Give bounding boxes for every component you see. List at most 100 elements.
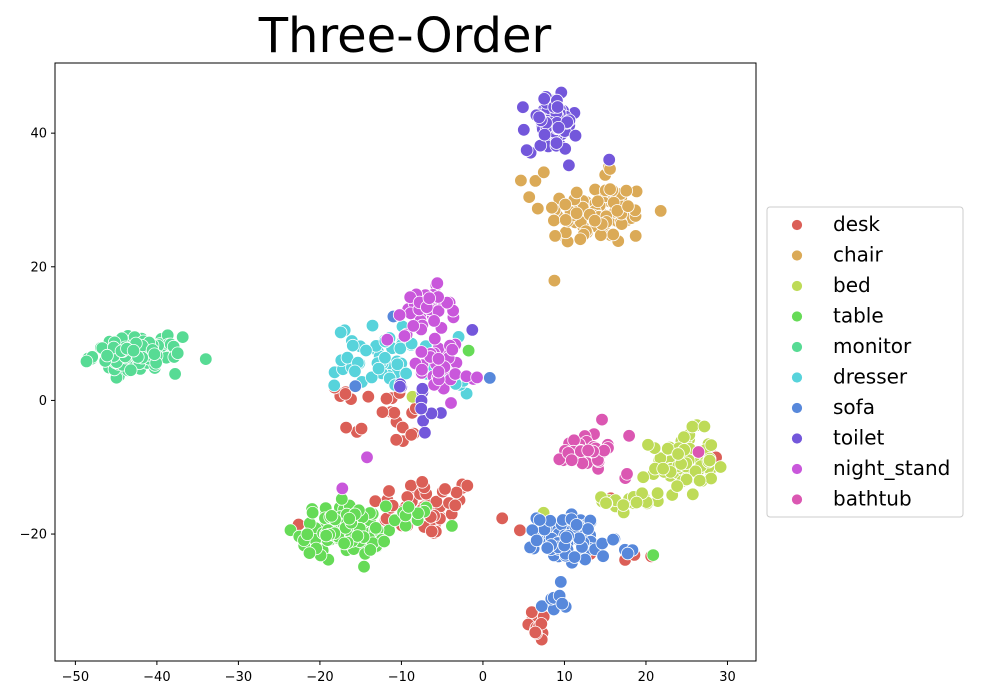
point-sofa bbox=[567, 550, 582, 564]
point-chair bbox=[547, 273, 562, 288]
point-dresser bbox=[334, 325, 348, 340]
point-dresser bbox=[359, 343, 373, 358]
point-bed bbox=[629, 495, 644, 510]
point-table bbox=[357, 560, 371, 574]
point-chair bbox=[559, 213, 573, 227]
point-toilet bbox=[551, 120, 566, 135]
legend-marker-toilet bbox=[791, 432, 803, 445]
point-bed bbox=[670, 479, 684, 493]
point-chair bbox=[591, 194, 605, 209]
legend-label-bathtub: bathtub bbox=[833, 487, 912, 511]
point-sofa bbox=[559, 530, 573, 545]
x-tick-label: −40 bbox=[143, 670, 170, 685]
x-tick-label: −50 bbox=[62, 670, 89, 685]
point-toilet bbox=[418, 426, 432, 440]
point-toilet bbox=[415, 382, 430, 396]
point-bed bbox=[679, 472, 694, 487]
point-table bbox=[319, 528, 333, 543]
point-chair bbox=[558, 197, 573, 212]
point-sofa bbox=[569, 518, 584, 532]
point-table bbox=[302, 546, 317, 560]
point-night_stand bbox=[360, 450, 374, 465]
legend-marker-sofa bbox=[791, 402, 803, 414]
point-bed bbox=[650, 486, 665, 500]
point-monitor bbox=[168, 367, 182, 381]
point-desk bbox=[379, 392, 394, 406]
point-night_stand bbox=[444, 396, 458, 410]
x-tick-label: 10 bbox=[556, 670, 573, 685]
point-desk bbox=[460, 479, 475, 493]
point-bed bbox=[685, 419, 700, 434]
point-chair bbox=[594, 228, 608, 242]
point-toilet bbox=[602, 152, 616, 167]
point-toilet bbox=[568, 128, 583, 143]
point-dresser bbox=[378, 351, 392, 365]
point-bed bbox=[704, 471, 718, 486]
point-bathtub bbox=[620, 467, 634, 481]
point-desk bbox=[415, 475, 429, 489]
point-toilet bbox=[517, 123, 531, 137]
y-tick-label: −20 bbox=[20, 528, 47, 543]
legend-marker-monitor bbox=[791, 341, 803, 353]
legend-marker-bed bbox=[791, 280, 803, 292]
point-desk bbox=[429, 494, 444, 509]
point-monitor bbox=[170, 346, 185, 360]
legend-marker-bathtub bbox=[791, 493, 803, 506]
point-table bbox=[350, 529, 365, 543]
point-desk bbox=[438, 482, 452, 496]
point-sofa bbox=[572, 531, 586, 546]
point-desk bbox=[389, 433, 403, 447]
point-bathtub bbox=[581, 443, 595, 458]
x-tick-label: 0 bbox=[479, 670, 487, 685]
point-desk bbox=[375, 405, 390, 419]
legend-label-sofa: sofa bbox=[833, 395, 875, 419]
point-night_stand bbox=[431, 352, 446, 366]
legend-label-toilet: toilet bbox=[833, 426, 884, 450]
point-bed bbox=[671, 447, 685, 461]
point-night_stand bbox=[428, 332, 442, 346]
point-dresser bbox=[365, 370, 379, 385]
point-bathtub bbox=[622, 429, 636, 443]
point-bed bbox=[693, 473, 707, 488]
point-night_stand bbox=[448, 367, 462, 381]
axes: −50 −40 −30 −20 −10 0 10 20 30 −20 0 20 40 bbox=[20, 127, 736, 685]
y-tick-label: 40 bbox=[30, 127, 47, 142]
point-toilet bbox=[516, 100, 530, 114]
point-bed bbox=[636, 470, 650, 484]
legend-label-chair: chair bbox=[833, 243, 883, 267]
point-bed bbox=[656, 462, 670, 476]
point-sofa bbox=[348, 379, 363, 393]
point-night_stand bbox=[414, 345, 429, 359]
point-table bbox=[337, 536, 351, 551]
point-sofa bbox=[554, 575, 568, 589]
point-monitor bbox=[79, 354, 94, 369]
point-night_stand bbox=[406, 319, 421, 333]
point-bed bbox=[704, 438, 718, 452]
point-monitor bbox=[100, 348, 114, 363]
point-toilet bbox=[562, 158, 576, 173]
scatter-points bbox=[79, 85, 728, 647]
point-desk bbox=[382, 484, 396, 498]
point-dresser bbox=[327, 378, 341, 393]
point-desk bbox=[404, 428, 419, 442]
point-dresser bbox=[348, 364, 362, 379]
point-night_stand bbox=[422, 291, 437, 305]
point-monitor bbox=[147, 347, 162, 361]
legend-label-desk: desk bbox=[833, 212, 880, 236]
x-tick-label: 30 bbox=[719, 670, 736, 685]
legend-marker-night_stand bbox=[791, 463, 803, 475]
point-chair bbox=[522, 190, 536, 204]
point-sofa bbox=[596, 549, 610, 563]
legend-label-bed: bed bbox=[833, 273, 871, 297]
legend: desk chair bed table monitor dresser sofa toile… bbox=[766, 206, 964, 518]
point-table bbox=[461, 343, 476, 358]
point-bed bbox=[641, 438, 655, 452]
point-desk bbox=[387, 406, 402, 420]
point-toilet bbox=[537, 127, 552, 142]
y-tick-label: 0 bbox=[39, 394, 47, 409]
point-night_stand bbox=[397, 329, 412, 343]
point-toilet bbox=[550, 100, 565, 114]
point-chair bbox=[548, 229, 562, 243]
point-bed bbox=[599, 496, 613, 510]
